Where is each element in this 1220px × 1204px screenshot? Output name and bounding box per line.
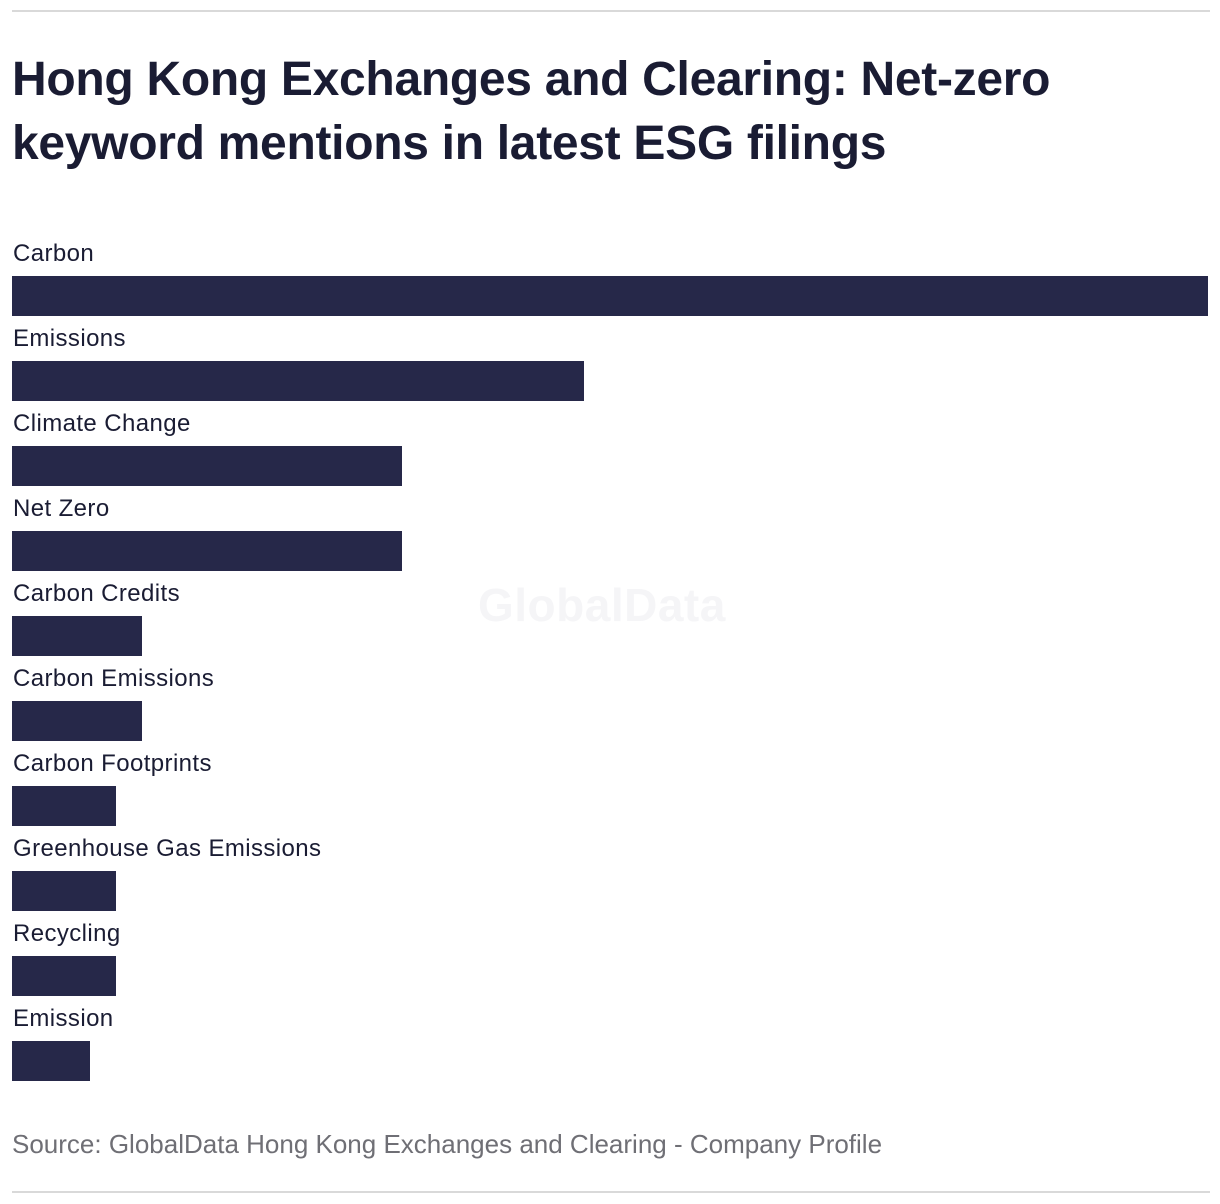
bar-label: Net Zero — [13, 495, 110, 522]
bar[interactable] — [12, 701, 142, 741]
bar-label: Climate Change — [13, 410, 191, 437]
bar[interactable] — [12, 786, 116, 826]
bar-label: Emissions — [13, 325, 126, 352]
bar-row: Carbon — [12, 236, 1208, 320]
bar[interactable] — [12, 276, 1208, 316]
bar-row: Carbon Credits — [12, 576, 1208, 660]
bar-label: Emission — [13, 1005, 114, 1032]
bar-row: Net Zero — [12, 491, 1208, 575]
bar-label: Carbon Emissions — [13, 665, 215, 692]
bar-row: Greenhouse Gas Emissions — [12, 831, 1208, 915]
bar-label: Greenhouse Gas Emissions — [13, 835, 322, 862]
bar-row: Carbon Emissions — [12, 661, 1208, 745]
bar[interactable] — [12, 531, 402, 571]
bar-chart: Carbon Emissions Climate Change Net Zero Car… — [12, 236, 1208, 1086]
bar-label: Carbon — [13, 240, 95, 267]
chart-title: Hong Kong Exchanges and Clearing: Net-ze… — [12, 53, 1051, 170]
bar-label: Carbon Credits — [13, 580, 181, 607]
bar[interactable] — [12, 871, 116, 911]
bar-row: Climate Change — [12, 406, 1208, 490]
bar-label: Carbon Footprints — [13, 750, 212, 777]
bar-label: Recycling — [13, 920, 121, 947]
bar[interactable] — [12, 1041, 90, 1081]
bar-row: Emission — [12, 1001, 1208, 1085]
bar[interactable] — [12, 616, 142, 656]
bottom-rule — [12, 1191, 1210, 1193]
bar[interactable] — [12, 956, 116, 996]
bar[interactable] — [12, 446, 402, 486]
bar-row: Carbon Footprints — [12, 746, 1208, 830]
top-rule — [12, 10, 1210, 12]
source-note: Source: GlobalData Hong Kong Exchanges a… — [12, 1129, 883, 1159]
bar-row: Recycling — [12, 916, 1208, 1000]
globaldata-watermark: GlobalData — [478, 579, 726, 631]
bar[interactable] — [12, 361, 584, 401]
bar-row: Emissions — [12, 321, 1208, 405]
